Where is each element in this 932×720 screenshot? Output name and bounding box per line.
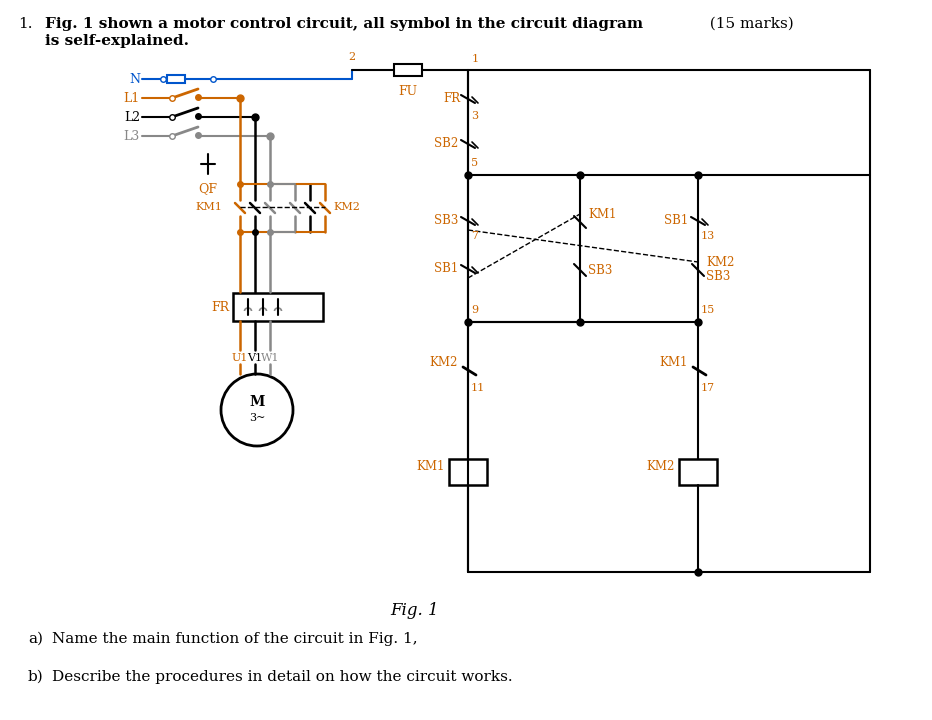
Text: 15: 15 [701, 305, 715, 315]
Text: KM2: KM2 [430, 356, 458, 369]
Text: Describe the procedures in detail on how the circuit works.: Describe the procedures in detail on how… [52, 670, 513, 684]
Text: SB2: SB2 [433, 137, 458, 150]
Text: M: M [250, 395, 265, 409]
Bar [449, 459, 487, 485]
Text: 3~: 3~ [249, 413, 266, 423]
Text: KM1: KM1 [588, 207, 616, 220]
Text: 17: 17 [701, 383, 715, 393]
Text: Name the main function of the circuit in Fig. 1,: Name the main function of the circuit in… [52, 632, 418, 646]
Text: FU: FU [399, 85, 418, 98]
Text: a): a) [28, 632, 43, 646]
Text: V1: V1 [247, 353, 263, 363]
Text: FR: FR [211, 300, 229, 313]
Text: KM2: KM2 [333, 202, 360, 212]
Bar [167, 75, 185, 83]
Text: 7: 7 [471, 231, 478, 241]
Text: SB3: SB3 [588, 264, 612, 276]
Text: SB3: SB3 [706, 269, 731, 282]
Text: L2: L2 [124, 110, 140, 124]
Text: 3: 3 [471, 111, 478, 121]
Text: b): b) [28, 670, 44, 684]
Text: SB1: SB1 [433, 261, 458, 274]
Text: FR: FR [443, 91, 460, 104]
Bar [233, 293, 323, 321]
Text: KM2: KM2 [706, 256, 734, 269]
Bar [394, 64, 422, 76]
Text: U1: U1 [232, 353, 248, 363]
Text: 5: 5 [471, 158, 478, 168]
Text: 11: 11 [471, 383, 486, 393]
Text: Fig. 1: Fig. 1 [391, 602, 439, 619]
Text: KM1: KM1 [660, 356, 688, 369]
Text: SB3: SB3 [433, 214, 458, 227]
Text: L1: L1 [124, 91, 140, 104]
Text: 13: 13 [701, 231, 715, 241]
Text: (15 marks): (15 marks) [700, 17, 794, 31]
Text: is self-explained.: is self-explained. [45, 34, 189, 48]
Bar [679, 459, 717, 485]
Text: KM2: KM2 [647, 459, 675, 472]
Text: 1: 1 [472, 54, 479, 64]
Text: 2: 2 [349, 52, 356, 62]
Text: N: N [129, 73, 140, 86]
Text: W1: W1 [261, 353, 280, 363]
Text: 9: 9 [471, 305, 478, 315]
Text: KM1: KM1 [195, 202, 222, 212]
Text: QF: QF [199, 182, 217, 195]
Text: Fig. 1 shown a motor control circuit, all symbol in the circuit diagram: Fig. 1 shown a motor control circuit, al… [45, 17, 643, 31]
Text: 1.: 1. [18, 17, 33, 31]
Text: SB1: SB1 [664, 214, 688, 227]
Text: L3: L3 [124, 130, 140, 143]
Text: KM1: KM1 [417, 459, 445, 472]
